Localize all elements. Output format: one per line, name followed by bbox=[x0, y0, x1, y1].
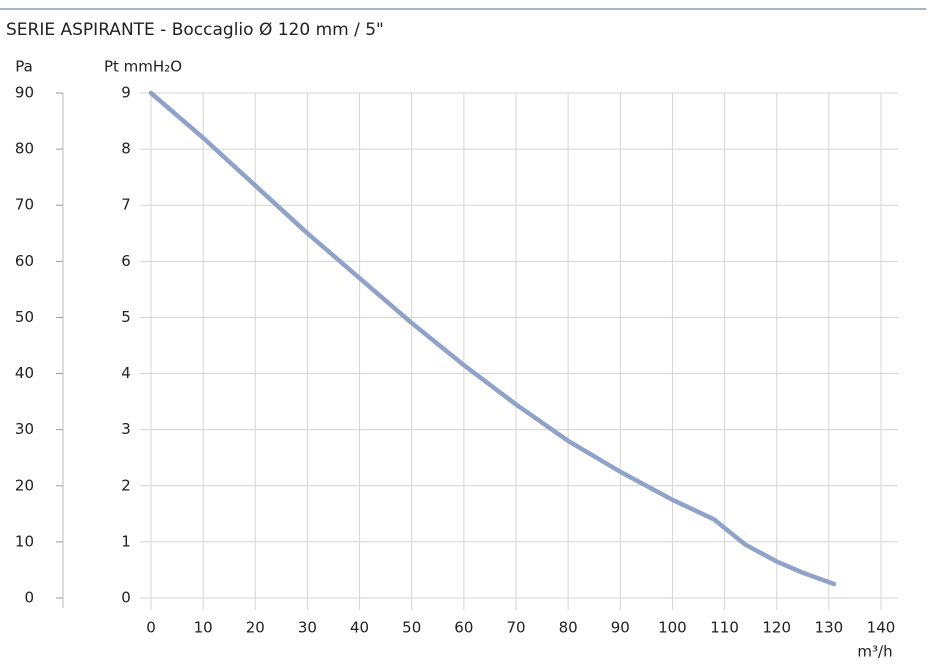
y2-tick-label: 5 bbox=[121, 308, 131, 326]
x-tick-label: 0 bbox=[146, 619, 156, 637]
y2-tick-label: 2 bbox=[121, 476, 131, 494]
x-tick-label: 70 bbox=[506, 619, 525, 637]
y2-tick-label: 1 bbox=[121, 532, 131, 550]
x-tick-label: 40 bbox=[350, 619, 369, 637]
x-axis-label: m³/h bbox=[857, 643, 892, 661]
y2-tick-label: 6 bbox=[121, 252, 131, 270]
y2-tick-label: 8 bbox=[121, 140, 131, 158]
y2-tick-label: 7 bbox=[121, 196, 131, 214]
y2-tick-label: 9 bbox=[121, 84, 131, 102]
x-tick-label: 80 bbox=[559, 619, 578, 637]
x-tick-label: 90 bbox=[611, 619, 630, 637]
y-tick-label: 20 bbox=[15, 476, 34, 494]
y2-tick-label: 0 bbox=[121, 589, 131, 607]
chart-title: SERIE ASPIRANTE - Boccaglio Ø 120 mm / 5… bbox=[6, 20, 384, 40]
y2-tick-label: 3 bbox=[121, 420, 131, 438]
y-tick-label: 50 bbox=[15, 308, 34, 326]
y-axis-label: Pa bbox=[15, 58, 33, 76]
y-tick-label: 40 bbox=[15, 364, 34, 382]
y-tick-label: 70 bbox=[15, 196, 34, 214]
y-tick-label: 0 bbox=[24, 589, 34, 607]
y2-tick-label: 4 bbox=[121, 364, 131, 382]
x-tick-label: 30 bbox=[298, 619, 317, 637]
x-tick-label: 20 bbox=[246, 619, 265, 637]
x-tick-label: 140 bbox=[867, 619, 896, 637]
x-tick-label: 10 bbox=[194, 619, 213, 637]
x-tick-label: 100 bbox=[658, 619, 687, 637]
x-tick-label: 60 bbox=[454, 619, 473, 637]
x-tick-label: 110 bbox=[710, 619, 739, 637]
data-line bbox=[148, 90, 837, 587]
y-tick-label: 30 bbox=[15, 420, 34, 438]
y-tick-label: 60 bbox=[15, 252, 34, 270]
y2-axis-label: Pt mmH₂O bbox=[104, 58, 182, 76]
x-tick-label: 120 bbox=[762, 619, 791, 637]
x-tick-label: 130 bbox=[815, 619, 844, 637]
y-tick-label: 80 bbox=[15, 140, 34, 158]
y-tick-label: 90 bbox=[15, 84, 34, 102]
y-tick-label: 10 bbox=[15, 532, 34, 550]
x-tick-label: 50 bbox=[402, 619, 421, 637]
